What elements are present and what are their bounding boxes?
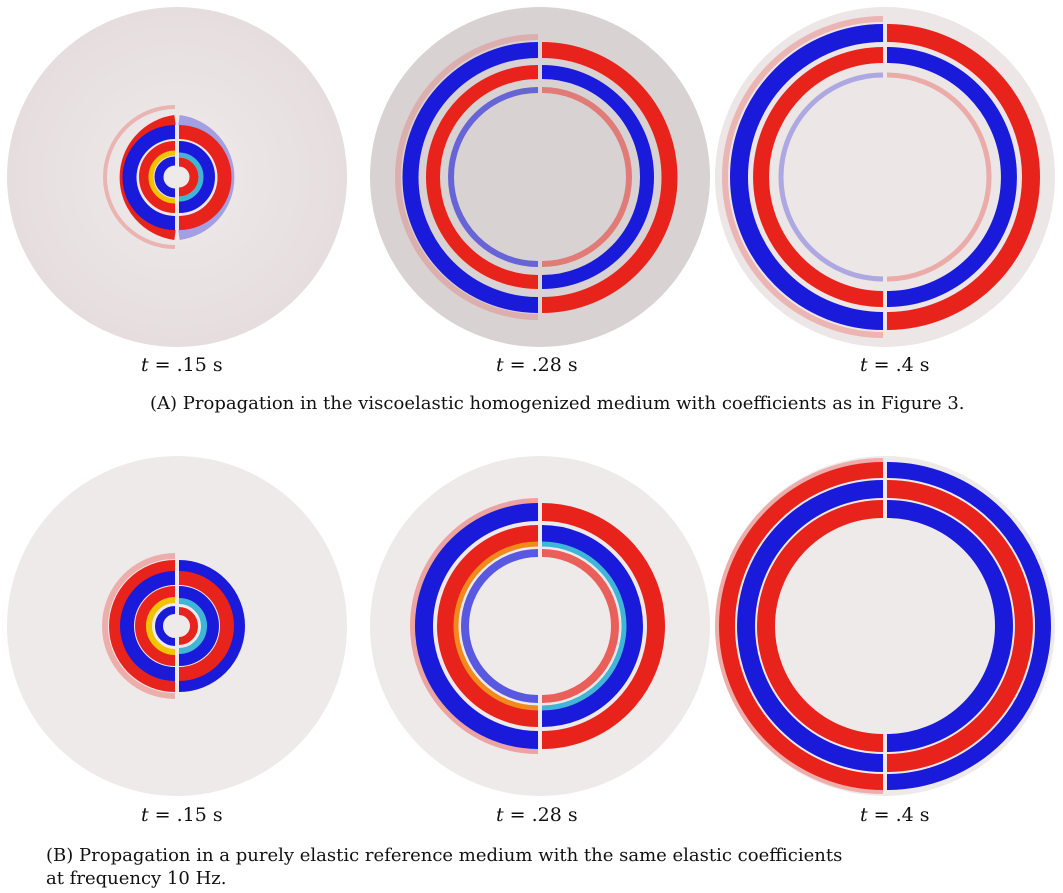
time-label-a2: t = .28 s — [496, 354, 578, 376]
caption-tag-a: (A) — [150, 393, 178, 414]
time-label-b2: t = .28 s — [496, 804, 578, 826]
wavefield-plot-b3 — [713, 454, 1058, 799]
wavefield-plot-a3 — [713, 5, 1058, 350]
wavefield-plot-a1 — [5, 5, 350, 350]
figure-panel-a: t = .15 s t = .28 s t = .4 s (A) Propaga… — [0, 0, 1063, 430]
wavefield-plot-b2 — [368, 454, 713, 799]
caption-text-b: Propagation in a purely elastic referenc… — [79, 845, 843, 866]
time-label-b1: t = .15 s — [141, 804, 223, 826]
time-label-b3: t = .4 s — [860, 804, 930, 826]
caption-b-line2: at frequency 10 Hz. — [46, 868, 227, 889]
time-label-a1: t = .15 s — [141, 354, 223, 376]
wavefield-plot-a2 — [368, 5, 713, 350]
caption-a: (A) Propagation in the viscoelastic homo… — [150, 392, 965, 415]
caption-tag-b: (B) — [46, 845, 74, 866]
caption-b: (B) Propagation in a purely elastic refe… — [46, 844, 1046, 890]
time-label-a3: t = .4 s — [860, 354, 930, 376]
caption-text-a: Propagation in the viscoelastic homogeni… — [182, 393, 965, 414]
figure-panel-b: t = .15 s t = .28 s t = .4 s (B) Propaga… — [0, 440, 1063, 893]
wavefield-plot-b1 — [5, 454, 350, 799]
caption-b-line1: (B) Propagation in a purely elastic refe… — [46, 844, 1046, 867]
